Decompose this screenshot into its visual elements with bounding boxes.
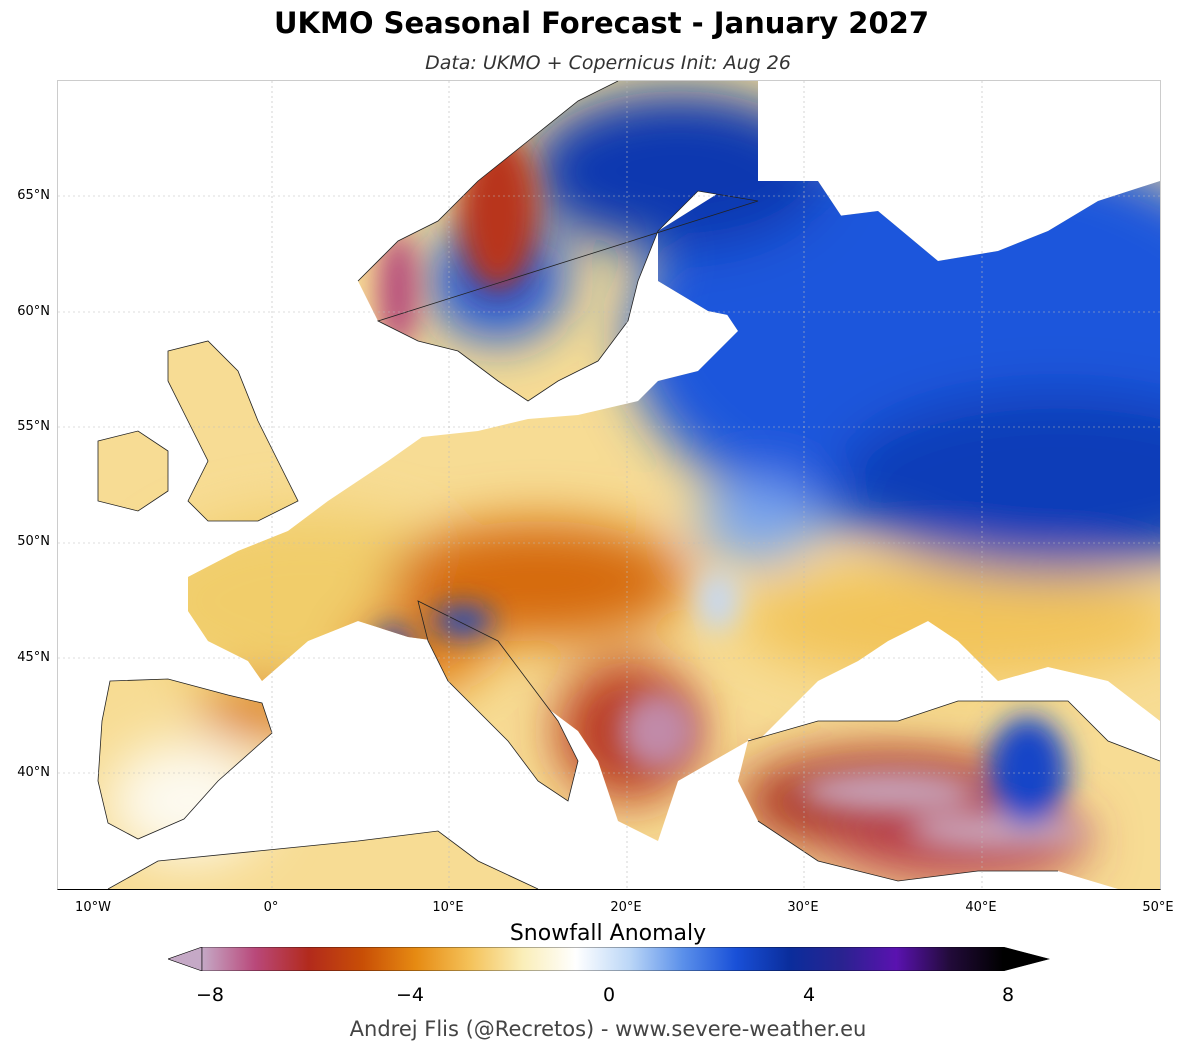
colorbar-tick-0: 0 xyxy=(602,984,616,1006)
lat-label-60: 60°N xyxy=(17,304,50,319)
lon-label-10e: 10°E xyxy=(432,900,464,915)
lat-label-45: 45°N xyxy=(17,650,50,665)
colorbar-gradient xyxy=(201,947,1004,971)
graticule xyxy=(58,81,1160,889)
lon-label-10w: 10°W xyxy=(75,900,111,915)
lon-label-40e: 40°E xyxy=(965,900,997,915)
lon-label-50e: 50°E xyxy=(1142,900,1174,915)
lat-label-40: 40°N xyxy=(17,765,50,780)
colorbar-extend-low xyxy=(168,947,203,971)
map-title: UKMO Seasonal Forecast - January 2027 xyxy=(273,6,930,40)
map-subtitle: Data: UKMO + Copernicus Init: Aug 26 xyxy=(425,52,791,74)
map-canvas xyxy=(58,81,1160,889)
lon-label-30e: 30°E xyxy=(787,900,819,915)
credit-line: Andrej Flis (@Recretos) - www.severe-wea… xyxy=(349,1017,867,1041)
colorbar-extend-high xyxy=(1002,947,1050,971)
anomaly-field xyxy=(98,81,1160,889)
coastlines xyxy=(97,81,1160,889)
lat-label-50: 50°N xyxy=(17,534,50,549)
colorbar-tick-minus8: −8 xyxy=(195,984,224,1006)
colorbar-tick-8: 8 xyxy=(1001,984,1015,1006)
lat-label-65: 65°N xyxy=(17,188,50,203)
colorbar-title: Snowfall Anomaly xyxy=(509,921,707,946)
colorbar-tick-4: 4 xyxy=(802,984,816,1006)
snowfall-anomaly-map xyxy=(57,80,1161,890)
lon-label-0: 0° xyxy=(263,900,279,915)
colorbar-tick-minus4: −4 xyxy=(395,984,424,1006)
colorbar xyxy=(168,947,1050,971)
lon-label-20e: 20°E xyxy=(610,900,642,915)
lat-label-55: 55°N xyxy=(17,419,50,434)
